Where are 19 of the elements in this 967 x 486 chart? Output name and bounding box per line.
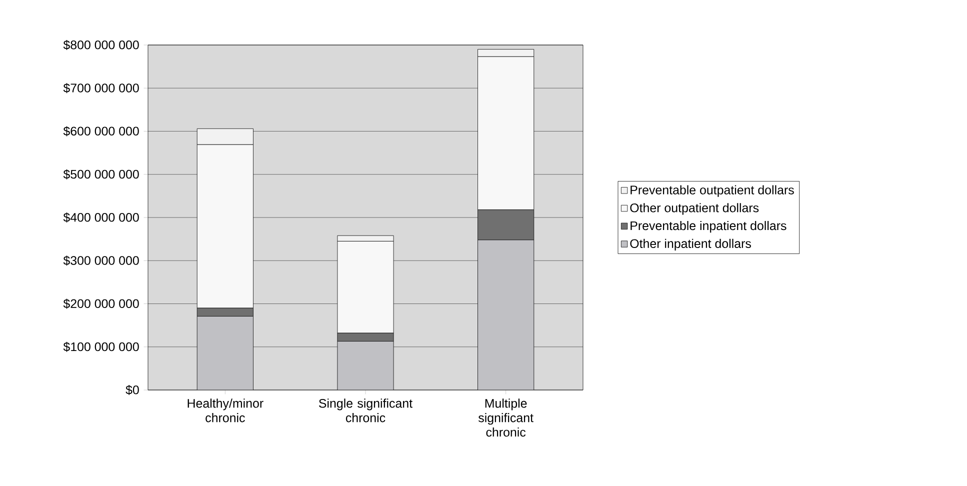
y-tick-label: $300 000 000 <box>63 256 139 266</box>
y-tick-label: $800 000 000 <box>63 40 139 50</box>
bar <box>196 316 254 390</box>
y-tick-label: $600 000 000 <box>63 126 139 136</box>
bar <box>337 341 394 390</box>
y-tick-label: $700 000 000 <box>63 83 139 94</box>
legend-label: Other outpatient dollars <box>630 203 759 215</box>
legend-label: Preventable outpatient dollars <box>630 185 794 197</box>
legend-label: Preventable inpatient dollars <box>630 220 786 233</box>
x-tick-label: Healthy/minor chronic <box>188 398 264 422</box>
y-tick-label: $400 000 000 <box>63 212 139 223</box>
y-tick-label: $0 <box>126 384 139 396</box>
y-tick-label: $500 000 000 <box>63 169 139 180</box>
y-tick-label: $100 000 000 <box>63 342 139 352</box>
legend-label: Other inpatient dollars <box>630 238 751 250</box>
x-tick-label: Multiple significant chronic <box>478 398 534 437</box>
x-tick-label: Single significant chronic <box>318 398 412 422</box>
y-tick-label: $200 000 000 <box>63 298 139 309</box>
bar <box>478 240 534 390</box>
